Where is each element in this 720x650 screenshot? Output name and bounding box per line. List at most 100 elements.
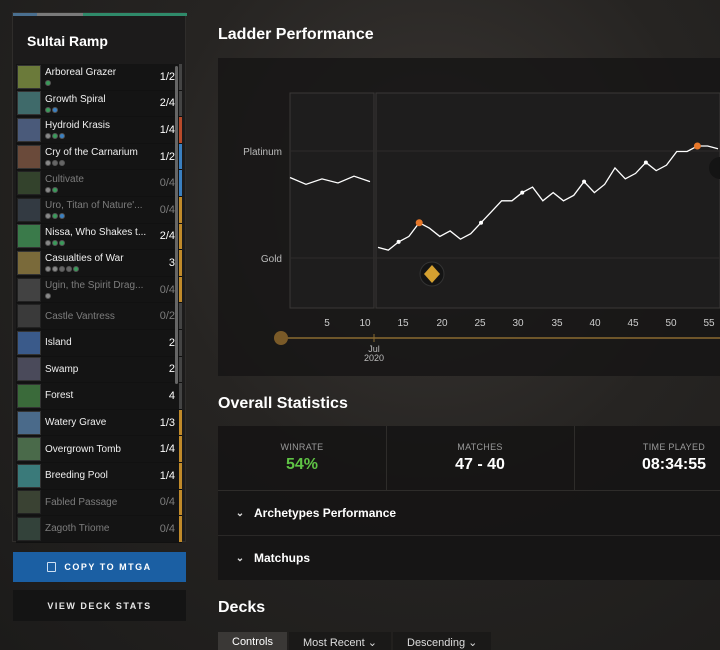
card-list-scrollbar[interactable] <box>175 66 178 384</box>
card-row[interactable]: Breeding Pool 1/4 <box>16 462 182 490</box>
card-name: Fabled Passage <box>45 496 118 508</box>
card-name: Overgrown Tomb <box>45 443 121 455</box>
card-row[interactable]: Casualties of War 3 <box>16 250 182 277</box>
tab-descending[interactable]: Descending ⌄ <box>393 632 492 650</box>
card-name: Casualties of War <box>45 253 124 265</box>
card-info: Casualties of War <box>41 253 155 273</box>
x-tick-label: 5 <box>324 318 330 329</box>
mana-symbol-icon <box>45 80 51 87</box>
card-name: Hydroid Krasis <box>45 120 111 132</box>
x-tick-label: 50 <box>665 318 677 329</box>
mana-cost <box>45 133 155 140</box>
ladder-point <box>520 190 525 195</box>
card-row[interactable]: Cry of the Carnarium 1/2 <box>16 143 182 171</box>
card-row[interactable]: Overgrown Tomb 1/4 <box>16 436 182 463</box>
card-art-thumbnail <box>17 197 41 222</box>
plot-area-previous <box>289 92 375 309</box>
card-row[interactable]: Uro, Titan of Nature'... 0/4 <box>16 196 182 224</box>
rarity-stripe <box>179 383 182 409</box>
decks-title: Decks <box>218 599 266 616</box>
card-row[interactable]: Castle Vantress 0/2 <box>16 303 182 330</box>
x-tick-label: 30 <box>512 318 524 329</box>
chevron-down-icon: ⌄ <box>235 507 245 519</box>
card-row[interactable]: Growth Spiral 2/4 <box>16 90 182 118</box>
card-count: 1/4 <box>159 123 175 136</box>
card-row[interactable]: Watery Grave 1/3 <box>16 409 182 437</box>
mana-symbol-icon <box>52 106 58 113</box>
card-row[interactable]: Ugin, the Spirit Drag... 0/4 <box>16 276 182 304</box>
card-row[interactable]: Fabled Passage 0/4 <box>16 489 182 517</box>
card-info: Zagoth Triome <box>41 523 155 534</box>
card-name: Swamp <box>45 363 79 375</box>
card-art-thumbnail <box>17 304 41 329</box>
timeline-month-label: Jul <box>368 344 380 354</box>
x-tick-label: 20 <box>436 318 448 329</box>
card-row[interactable]: Island 2 <box>16 329 182 357</box>
card-art-thumbnail <box>17 383 41 408</box>
mana-cost <box>45 160 155 167</box>
card-name: Growth Spiral <box>45 93 106 105</box>
card-count: 1/4 <box>159 469 175 482</box>
mana-cost <box>45 266 155 273</box>
card-count: 0/4 <box>159 522 175 535</box>
card-art-thumbnail <box>17 144 41 169</box>
card-list: Arboreal Grazer 1/2 Growth Spiral 2/4 Hydroi… <box>16 64 182 543</box>
tab-controls[interactable]: Controls <box>218 632 287 650</box>
mana-symbol-icon <box>66 266 72 273</box>
card-name: Cultivate <box>45 173 84 185</box>
card-name: Ugin, the Spirit Drag... <box>45 280 144 292</box>
card-row[interactable]: Forest 4 <box>16 383 182 410</box>
mana-symbol-icon <box>59 266 65 273</box>
card-count: 1/2 <box>159 70 175 83</box>
card-art-thumbnail <box>17 91 41 116</box>
matches-label: MATCHES <box>457 442 503 452</box>
mana-symbol-icon <box>52 160 58 167</box>
card-row[interactable]: Zagoth Triome 0/4 <box>16 516 182 543</box>
card-count: 0/4 <box>159 203 175 216</box>
archetypes-performance-expander[interactable]: ⌄ Archetypes Performance <box>218 491 720 535</box>
view-deck-stats-button[interactable]: VIEW DECK STATS <box>13 590 186 621</box>
mana-symbol-icon <box>52 133 58 140</box>
card-row[interactable]: Hydroid Krasis 1/4 <box>16 117 182 144</box>
mana-symbol-icon <box>73 266 79 273</box>
matchups-expander[interactable]: ⌄ Matchups <box>218 536 720 580</box>
rarity-stripe <box>179 223 182 250</box>
card-name: Watery Grave <box>45 417 107 429</box>
platinum-rank-badge-icon <box>709 157 720 179</box>
matches-stat: MATCHES 47 - 40 <box>386 426 574 490</box>
rank-label: Platinum <box>243 147 282 158</box>
rank-change-marker <box>415 219 423 227</box>
card-info: Growth Spiral <box>41 94 155 113</box>
card-art-thumbnail <box>17 250 41 275</box>
ladder-point <box>479 220 484 225</box>
card-art-thumbnail <box>17 516 41 541</box>
card-name: Arboreal Grazer <box>45 67 117 79</box>
rarity-stripe <box>179 196 182 223</box>
mana-symbol-icon <box>52 266 58 273</box>
card-art-thumbnail <box>17 357 41 382</box>
overall-title: Overall Statistics <box>218 395 348 412</box>
card-count: 2 <box>168 336 175 349</box>
card-count: 0/4 <box>159 177 175 190</box>
card-row[interactable]: Arboreal Grazer 1/2 <box>16 64 182 91</box>
mana-cost <box>45 239 155 246</box>
ladder-line-previous <box>289 175 371 186</box>
deck-color-bar <box>13 13 187 16</box>
mana-symbol-icon <box>59 239 65 246</box>
card-row[interactable]: Cultivate 0/4 <box>16 170 182 197</box>
card-name: Cry of the Carnarium <box>45 147 138 159</box>
rank-change-marker <box>693 142 701 150</box>
mana-cost <box>45 186 155 193</box>
card-row[interactable]: Nissa, Who Shakes t... 2/4 <box>16 223 182 251</box>
mana-symbol-icon <box>45 239 51 246</box>
ladder-line-current <box>377 145 719 251</box>
copy-to-mtga-label: COPY TO MTGA <box>64 562 152 572</box>
mana-symbol-icon <box>59 160 65 167</box>
tab-most-recent[interactable]: Most Recent ⌄ <box>288 632 391 650</box>
ladder-chart-panel: Platinum Gold 5 10 15 20 25 30 35 40 45 50 55 Jul 2020 <box>218 58 720 376</box>
card-name: Forest <box>45 390 74 402</box>
card-count: 2/4 <box>159 230 175 243</box>
copy-to-mtga-button[interactable]: COPY TO MTGA <box>13 552 186 582</box>
card-row[interactable]: Swamp 2 <box>16 356 182 384</box>
